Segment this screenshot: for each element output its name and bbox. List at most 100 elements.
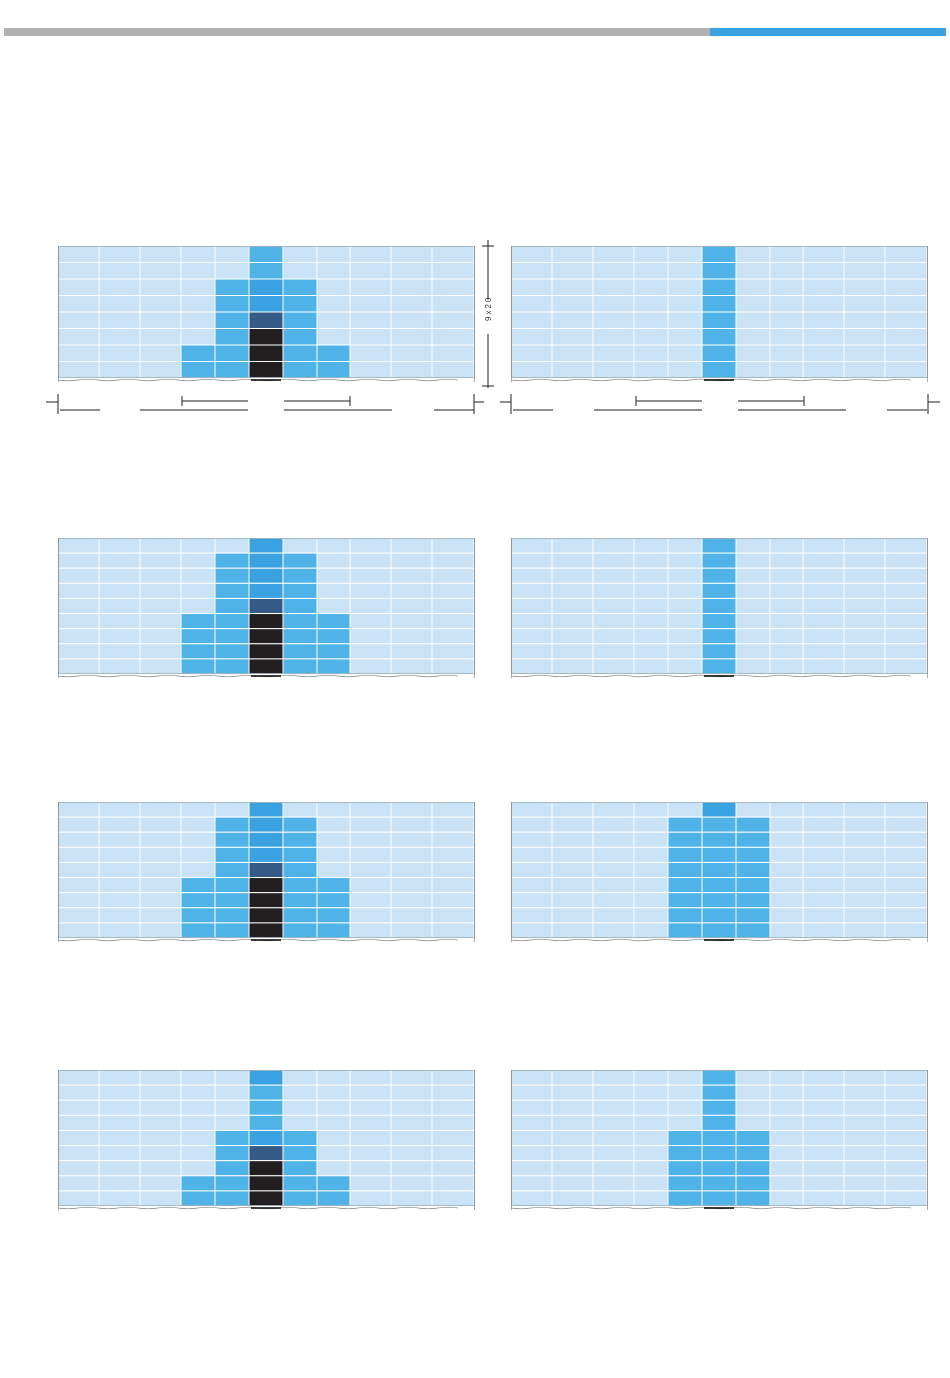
grid-cell bbox=[843, 861, 886, 879]
grid-cell bbox=[802, 1160, 845, 1177]
grid-cell bbox=[667, 1114, 703, 1131]
grid-cell bbox=[551, 658, 594, 675]
grid-cell bbox=[248, 1129, 284, 1147]
grid-cell bbox=[510, 907, 553, 924]
grid-cell bbox=[248, 1145, 284, 1162]
grid-cell bbox=[57, 361, 100, 379]
grid-cell bbox=[701, 582, 737, 599]
grid-cell bbox=[390, 846, 433, 863]
grid-cell bbox=[667, 311, 703, 329]
grid-cell bbox=[667, 537, 703, 554]
grid-cell bbox=[316, 344, 351, 362]
grid-cell bbox=[551, 1084, 594, 1101]
grid-cell bbox=[551, 922, 594, 939]
grid-cell bbox=[735, 892, 771, 909]
grid-cell bbox=[843, 1160, 886, 1177]
grid-cell bbox=[592, 1160, 635, 1177]
grid-cell bbox=[735, 361, 771, 379]
grid-cell bbox=[701, 922, 737, 939]
grid-cell bbox=[248, 1069, 284, 1086]
grid-cell bbox=[802, 1175, 845, 1192]
grid-cell bbox=[735, 922, 771, 939]
grid-cell bbox=[282, 922, 318, 939]
grid-cell bbox=[431, 907, 475, 924]
grid-cell bbox=[431, 262, 475, 280]
grid-cell bbox=[633, 613, 669, 630]
grid-cell bbox=[884, 907, 928, 924]
grid-cell bbox=[843, 613, 886, 630]
grid-cell bbox=[592, 1190, 635, 1207]
grid-cell bbox=[98, 816, 141, 833]
grid-cell bbox=[180, 1099, 216, 1116]
grid-cell bbox=[769, 658, 804, 675]
grid-cell bbox=[701, 567, 737, 584]
grid-cell bbox=[592, 295, 635, 313]
grid-cell bbox=[390, 245, 433, 263]
grid-cell bbox=[349, 1099, 392, 1116]
grid-cell bbox=[180, 582, 216, 599]
grid-cell bbox=[633, 597, 669, 615]
grid-cell bbox=[431, 361, 475, 379]
grid-cell bbox=[802, 567, 845, 584]
grid-cell bbox=[248, 861, 284, 879]
grid-cell bbox=[98, 831, 141, 848]
grid-cell bbox=[843, 1145, 886, 1162]
grid-cell bbox=[214, 278, 250, 296]
grid-panel-2-right bbox=[510, 537, 928, 678]
grid-cell bbox=[735, 262, 771, 280]
grid-cell bbox=[843, 597, 886, 615]
grid-cell bbox=[843, 1099, 886, 1116]
grid-cell bbox=[510, 801, 553, 818]
grid-cell bbox=[633, 361, 669, 379]
grid-cell bbox=[316, 328, 351, 346]
grid-cell bbox=[667, 643, 703, 660]
grid-cell bbox=[316, 922, 351, 939]
grid-cell bbox=[701, 861, 737, 879]
grid-cell bbox=[349, 628, 392, 645]
grid-cell bbox=[701, 816, 737, 833]
grid-cell bbox=[57, 552, 100, 569]
grid-cell bbox=[390, 311, 433, 329]
grid-cell bbox=[57, 582, 100, 599]
grid-cell bbox=[431, 658, 475, 675]
grid-cell bbox=[551, 552, 594, 569]
grid-cell bbox=[551, 892, 594, 909]
grid-cell bbox=[510, 295, 553, 313]
grid-cell bbox=[282, 877, 318, 894]
grid-cell bbox=[735, 1175, 771, 1192]
grid-cell bbox=[390, 831, 433, 848]
grid-cell bbox=[802, 1099, 845, 1116]
grid-cell bbox=[667, 552, 703, 569]
grid-cell bbox=[551, 801, 594, 818]
grid-cell bbox=[282, 643, 318, 660]
grid-cell bbox=[551, 328, 594, 346]
grid-cell bbox=[282, 1175, 318, 1192]
grid-cell bbox=[180, 1129, 216, 1147]
grid-cell bbox=[667, 861, 703, 879]
grid-cell bbox=[633, 328, 669, 346]
grid-cell bbox=[214, 245, 250, 263]
grid-cell bbox=[431, 311, 475, 329]
grid-cell bbox=[431, 1069, 475, 1086]
grid-cell bbox=[57, 613, 100, 630]
grid-cell bbox=[214, 1145, 250, 1162]
grid-cell bbox=[282, 1129, 318, 1147]
grid-cell bbox=[180, 262, 216, 280]
grid-cell bbox=[551, 1114, 594, 1131]
grid-cell bbox=[735, 328, 771, 346]
grid-cell bbox=[843, 907, 886, 924]
grid-cell bbox=[884, 1129, 928, 1147]
grid-cell bbox=[180, 328, 216, 346]
grid-cell bbox=[667, 1175, 703, 1192]
grid-cell bbox=[431, 1129, 475, 1147]
grid-cell bbox=[282, 328, 318, 346]
grid-cell bbox=[139, 816, 182, 833]
grid-cell bbox=[551, 361, 594, 379]
grid-cell bbox=[214, 613, 250, 630]
grid-cell bbox=[316, 245, 351, 263]
grid-cell bbox=[592, 628, 635, 645]
grid-cell bbox=[735, 582, 771, 599]
grid-cell bbox=[802, 613, 845, 630]
grid-cell bbox=[592, 1069, 635, 1086]
grid-cell bbox=[282, 658, 318, 675]
